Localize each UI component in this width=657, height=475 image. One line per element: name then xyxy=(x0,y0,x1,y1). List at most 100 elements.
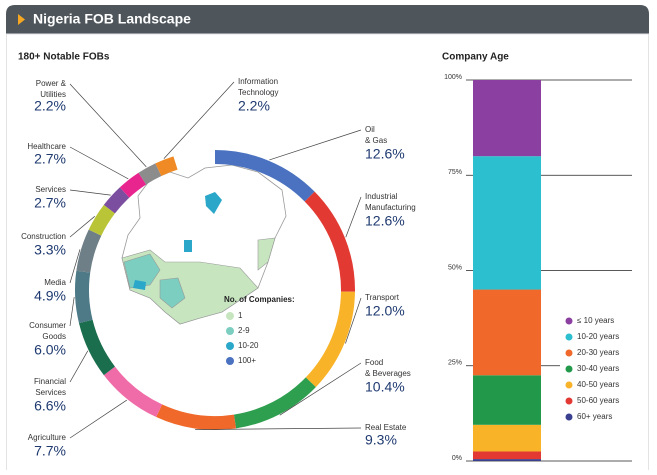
map-legend: 1 2-9 10-20 100+ xyxy=(226,311,259,365)
header-bar xyxy=(6,5,649,34)
legend-swatch xyxy=(565,317,573,325)
segment-value: 2.7% xyxy=(34,151,66,167)
segment-label: Manufacturing xyxy=(365,203,416,212)
bar-segment xyxy=(473,375,541,425)
page-title: Nigeria FOB Landscape xyxy=(33,11,191,27)
segment-value: 12.0% xyxy=(365,303,405,319)
y-tick-label: 50% xyxy=(448,264,462,271)
legend-label: 60+ years xyxy=(577,412,612,421)
panel xyxy=(6,33,649,475)
bar-title: Company Age xyxy=(442,52,509,63)
donut-segment xyxy=(138,163,162,185)
segment-label: Agriculture xyxy=(28,433,67,442)
legend-label: 20-30 years xyxy=(577,348,619,357)
legend-label: 50-60 years xyxy=(577,396,619,405)
map-legend-label: 2-9 xyxy=(238,326,250,335)
legend-box xyxy=(560,312,640,430)
segment-label: Technology xyxy=(238,88,278,97)
segment-label: & Gas xyxy=(365,136,387,145)
donut-segment xyxy=(103,366,163,418)
leader-line xyxy=(69,216,96,238)
legend-swatch xyxy=(565,381,573,389)
leader-line xyxy=(269,129,362,161)
map-legend-title: No. of Companies: xyxy=(224,295,295,304)
segment-value: 6.0% xyxy=(34,342,66,358)
segment-value: 2.2% xyxy=(34,98,66,114)
map xyxy=(121,164,287,325)
donut-chart: Oil& Gas12.6%IndustrialManufacturing12.6… xyxy=(21,77,416,459)
segment-value: 6.6% xyxy=(34,398,66,414)
map-region xyxy=(257,237,276,271)
segment-label: & Beverages xyxy=(365,369,411,378)
segment-value: 12.6% xyxy=(365,146,405,162)
y-tick-label: 100% xyxy=(444,74,462,81)
map-legend-swatch xyxy=(226,342,234,350)
bar-segment xyxy=(473,424,541,452)
segment-value: 10.4% xyxy=(365,379,405,395)
segment-label: Services xyxy=(35,185,66,194)
leader-line xyxy=(69,249,81,284)
segment-value: 9.3% xyxy=(365,432,397,448)
donut-segment xyxy=(156,404,237,430)
donut-title: 180+ Notable FOBs xyxy=(18,52,110,63)
leader-line xyxy=(69,297,75,327)
map-legend-label: 100+ xyxy=(238,356,256,365)
leader-line xyxy=(345,196,362,238)
donut-segment xyxy=(103,187,130,214)
segment-label: Construction xyxy=(21,232,66,241)
segment-label: Services xyxy=(35,388,66,397)
legend-swatch xyxy=(565,413,573,421)
segment-label: Consumer xyxy=(29,321,66,330)
segment-value: 4.9% xyxy=(34,288,66,304)
legend-label: ≤ 10 years xyxy=(577,316,614,325)
leader-line xyxy=(69,146,129,180)
donut-segment xyxy=(75,270,93,324)
bar-segment xyxy=(473,459,541,461)
donut-segment xyxy=(88,204,116,236)
leader-line xyxy=(195,427,362,430)
leader-line xyxy=(69,83,147,168)
map-legend-label: 10-20 xyxy=(238,341,259,350)
map-legend-swatch xyxy=(226,357,234,365)
donut-segment xyxy=(155,156,178,177)
segment-label: Oil xyxy=(365,125,375,134)
segment-label: Power & xyxy=(36,79,67,88)
map-legend-label: 1 xyxy=(238,311,243,320)
legend-label: 10-20 years xyxy=(577,332,619,341)
segment-label: Healthcare xyxy=(27,142,66,151)
segment-label: Transport xyxy=(365,293,400,302)
map-legend-swatch xyxy=(226,312,234,320)
leader-line xyxy=(345,297,362,344)
legend-swatch xyxy=(565,349,573,357)
y-tick-label: 0% xyxy=(452,455,462,462)
segment-label: Financial xyxy=(34,377,66,386)
segment-label: Goods xyxy=(42,332,66,341)
segment-label: Utilities xyxy=(40,90,66,99)
leader-line xyxy=(279,362,362,416)
bar-segment xyxy=(473,451,541,460)
legend-label: 30-40 years xyxy=(577,364,619,373)
donut-segment xyxy=(78,319,116,376)
segment-value: 7.7% xyxy=(34,443,66,459)
map-region xyxy=(184,240,192,252)
segment-label: Industrial xyxy=(365,192,398,201)
legend-swatch xyxy=(565,333,573,341)
y-tick-label: 25% xyxy=(448,360,462,367)
bar-segment xyxy=(473,156,541,290)
segment-label: Information xyxy=(238,77,278,86)
donut-segment xyxy=(76,229,102,273)
header-icon xyxy=(18,14,25,25)
donut-segment xyxy=(304,191,355,292)
map-region xyxy=(159,277,186,309)
segment-label: Real Estate xyxy=(365,423,407,432)
donut-segment xyxy=(305,291,355,388)
donut-segment xyxy=(119,172,147,198)
segment-value: 12.6% xyxy=(365,213,405,229)
bar-segment xyxy=(473,289,541,376)
map-region xyxy=(205,192,222,214)
segment-value: 2.7% xyxy=(34,195,66,211)
bar-chart: 0% 25% 50% 75% 100% ≤ 10 years 10-20 years 20-3… xyxy=(444,74,640,462)
legend-swatch xyxy=(565,365,573,373)
leader-line xyxy=(69,350,89,383)
